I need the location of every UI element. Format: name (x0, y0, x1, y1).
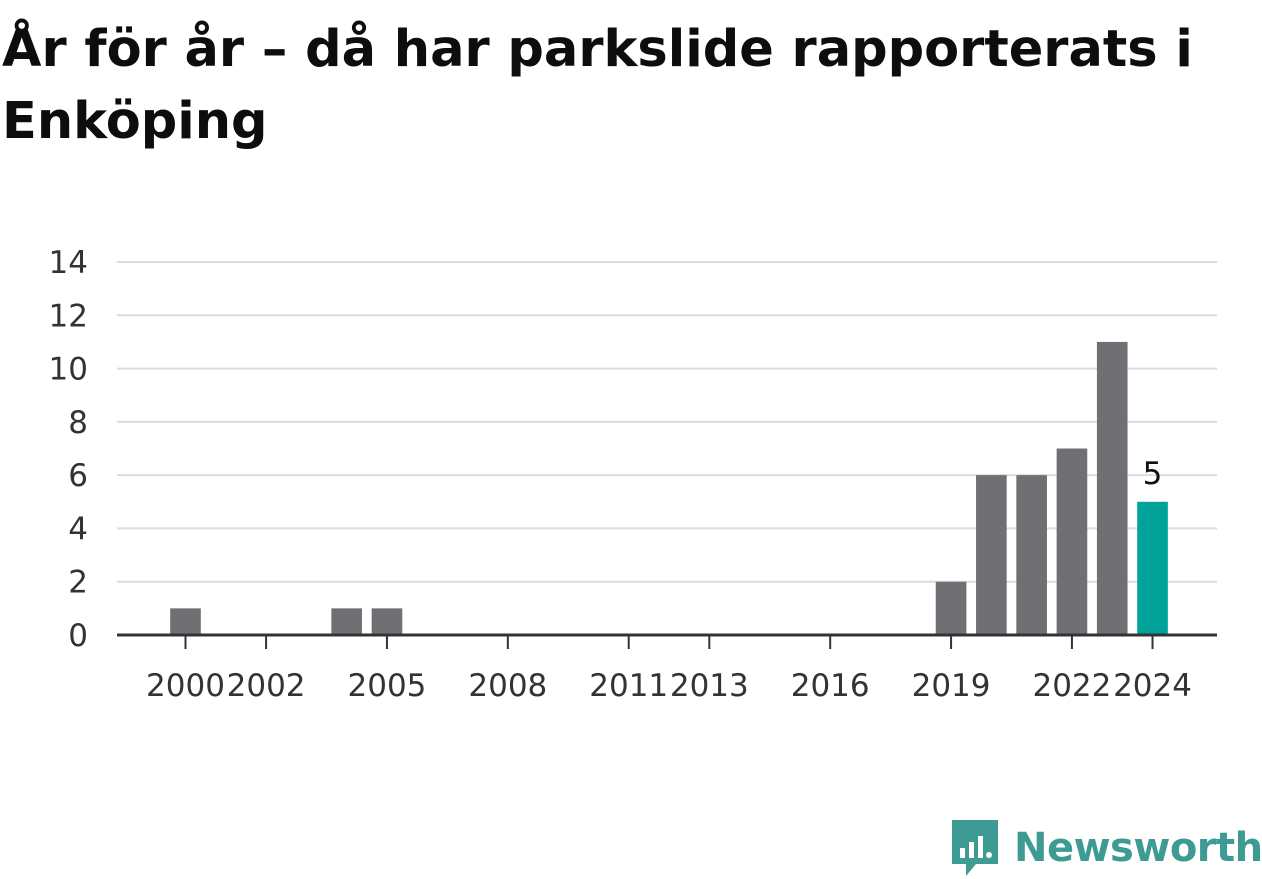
y-tick-label: 10 (49, 352, 88, 388)
newsworthy-logo-icon (952, 820, 998, 876)
x-tick-label: 2013 (670, 668, 749, 704)
x-tick-label: 2024 (1113, 668, 1192, 704)
x-tick-label: 2005 (348, 668, 427, 704)
newsworthy-brand: Newsworthy (950, 818, 1262, 878)
bar (1056, 448, 1088, 635)
y-axis-ticks: 0 2 4 6 8 10 12 14 (49, 245, 88, 654)
y-tick-label: 6 (68, 458, 88, 494)
x-tick-label: 2011 (589, 668, 668, 704)
x-tick-label: 2019 (912, 668, 991, 704)
bar (170, 608, 201, 635)
grid-lines (117, 261, 1217, 583)
y-tick-label: 0 (68, 618, 88, 654)
bar-highlight (1137, 501, 1168, 635)
x-tick-label: 2008 (468, 668, 547, 704)
bar (935, 581, 967, 635)
y-tick-label: 4 (68, 511, 88, 547)
bars (170, 341, 1168, 635)
data-labels: 5 (1143, 456, 1163, 492)
bar (976, 475, 1007, 635)
bar (1016, 475, 1047, 635)
bar (1096, 341, 1128, 635)
x-tick-label: 2002 (227, 668, 306, 704)
y-tick-label: 14 (49, 245, 88, 281)
highlight-value-label: 5 (1143, 456, 1163, 492)
brand-name: Newsworthy (1014, 825, 1262, 871)
y-tick-label: 12 (49, 298, 88, 334)
x-axis: 2000 2002 2005 2008 2011 2013 2016 2019 2022 2024 (117, 633, 1217, 704)
y-tick-label: 2 (68, 565, 88, 601)
x-tick-label: 2016 (791, 668, 870, 704)
bar (371, 608, 403, 635)
chart-title: År för år – då har parkslide rapporterat… (2, 20, 1193, 151)
y-tick-label: 8 (68, 405, 88, 441)
x-tick-label: 2022 (1032, 668, 1111, 704)
x-tick-label: 2000 (146, 668, 225, 704)
bar (331, 608, 362, 635)
